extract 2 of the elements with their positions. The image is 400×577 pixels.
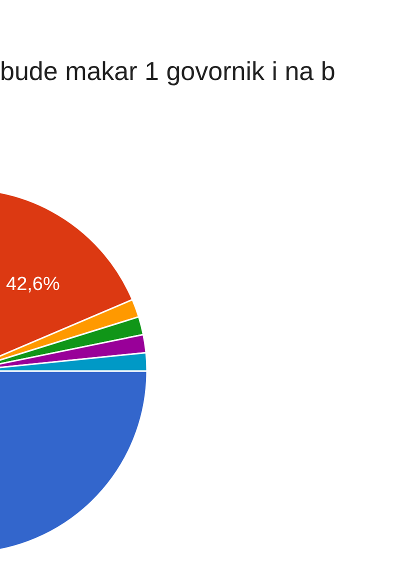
data-label: 42,6%: [6, 274, 60, 296]
chart-title: bude makar 1 govornik i na b: [0, 56, 336, 87]
